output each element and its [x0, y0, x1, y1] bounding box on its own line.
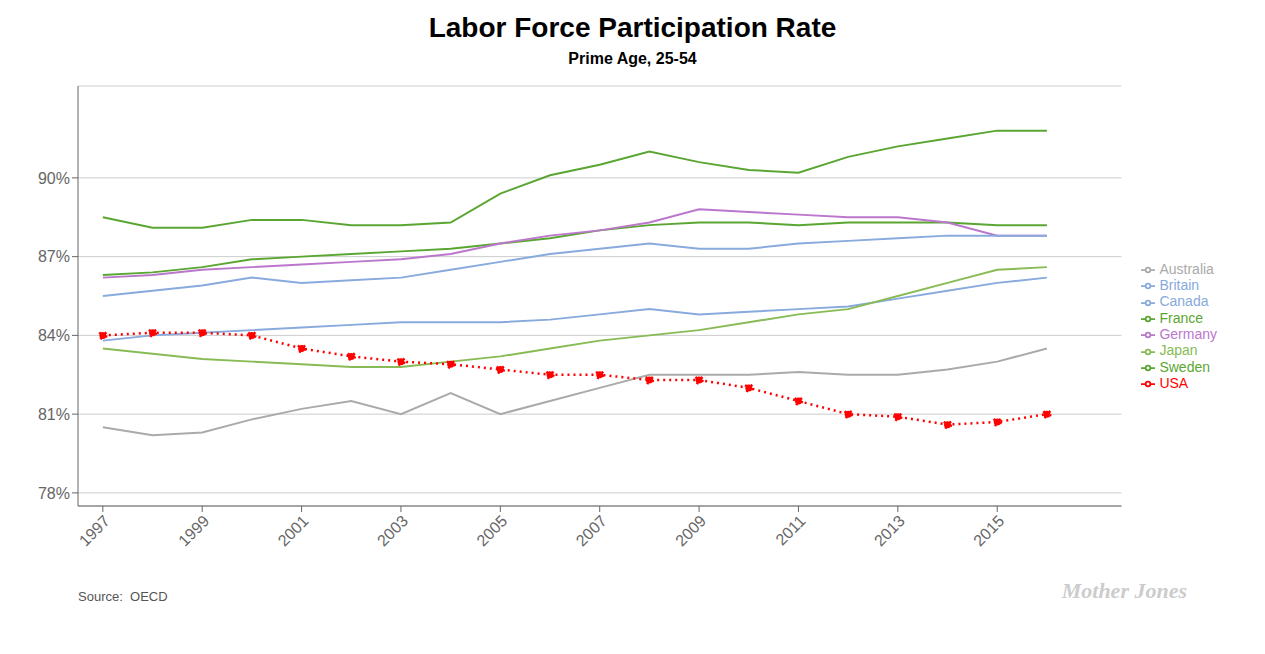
svg-text:1997: 1997	[76, 512, 113, 549]
svg-text:1999: 1999	[175, 512, 212, 549]
svg-text:2007: 2007	[573, 512, 610, 549]
svg-text:2003: 2003	[374, 512, 411, 549]
svg-text:2009: 2009	[672, 512, 709, 549]
html-text:Source: OECD: Source: OECD	[78, 589, 168, 604]
html-text:Canada: Canada	[1159, 293, 1209, 310]
html-text:Australia: Australia	[1159, 260, 1214, 277]
html-text:Sweden: Sweden	[1159, 358, 1210, 375]
svg-text:2015: 2015	[970, 512, 1007, 549]
svg-text:2005: 2005	[473, 512, 510, 549]
svg-text:2011: 2011	[772, 512, 808, 548]
html-text:France: France	[1159, 309, 1203, 326]
svg-text:90%: 90%	[38, 170, 70, 187]
svg-text:84%: 84%	[38, 327, 70, 344]
svg-text:2013: 2013	[871, 512, 908, 549]
html-text:Japan: Japan	[1159, 342, 1198, 359]
html-text:Germany: Germany	[1159, 326, 1217, 342]
html-text:Britain: Britain	[1159, 277, 1200, 294]
html-text:Mother Jones: Mother Jones	[1061, 578, 1187, 603]
svg-text:81%: 81%	[38, 406, 70, 423]
html-text:USA: USA	[1159, 374, 1189, 391]
svg-text:87%: 87%	[38, 248, 70, 265]
svg-text:2001: 2001	[275, 512, 312, 549]
html-text:Prime Age, 25-54: Prime Age, 25-54	[568, 50, 697, 67]
html-text:Labor Force Participation Rate: Labor Force Participation Rate	[428, 12, 837, 43]
svg-text:78%: 78%	[38, 485, 70, 502]
